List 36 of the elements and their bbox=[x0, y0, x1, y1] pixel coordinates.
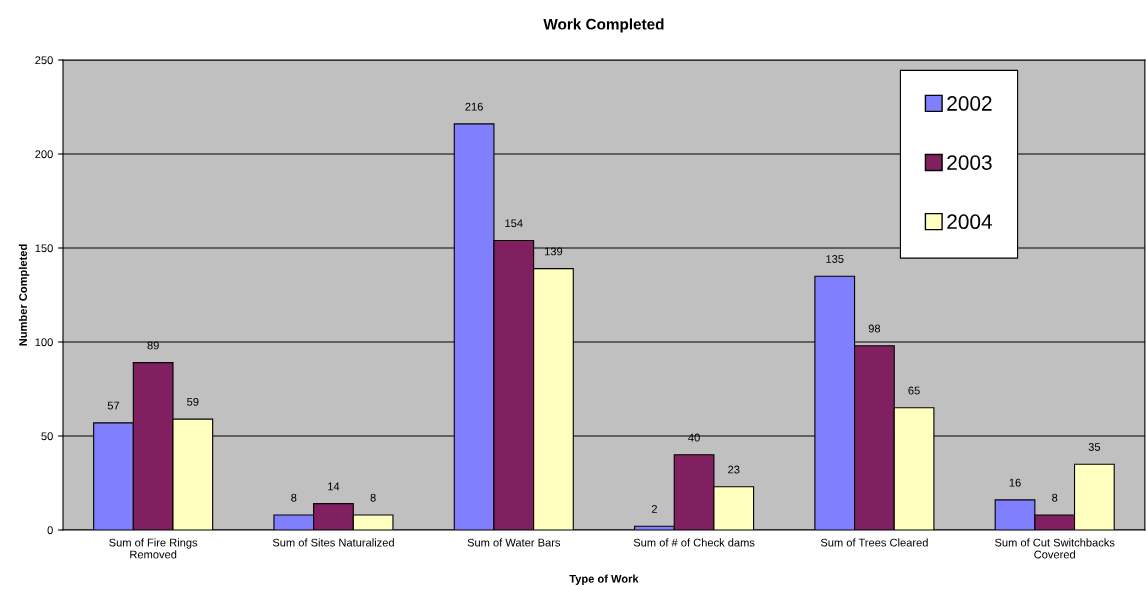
data-label: 8 bbox=[1052, 493, 1058, 502]
y-tick-label: 100 bbox=[35, 338, 53, 347]
legend-label: 2002 bbox=[947, 96, 992, 111]
y-tick-label: 150 bbox=[35, 244, 53, 253]
data-label: 57 bbox=[107, 401, 120, 410]
data-label: 2 bbox=[651, 505, 657, 513]
x-axis-title: Type of Work bbox=[569, 574, 639, 585]
data-label: 59 bbox=[187, 397, 199, 406]
data-label: 89 bbox=[147, 341, 159, 350]
data-label: 40 bbox=[688, 433, 700, 442]
data-label: 65 bbox=[908, 386, 920, 395]
y-axis-title: Number Completed bbox=[18, 244, 30, 346]
y-tick-label: 0 bbox=[47, 526, 53, 535]
y-tick-label: 200 bbox=[35, 150, 53, 159]
y-tick-label: 50 bbox=[41, 432, 53, 441]
data-label: 16 bbox=[1009, 478, 1021, 487]
data-label: 98 bbox=[868, 324, 881, 333]
data-label: 139 bbox=[545, 247, 563, 256]
data-label: 154 bbox=[505, 219, 523, 228]
data-label: 35 bbox=[1088, 443, 1101, 451]
legend-label: 2004 bbox=[947, 214, 992, 230]
x-tick-label: Sum of # of Check dams bbox=[633, 538, 755, 547]
data-label: 8 bbox=[370, 493, 376, 502]
x-tick-label: Sum of Cut Switchbacks Covered bbox=[995, 538, 1115, 559]
y-tick-label: 250 bbox=[35, 56, 53, 65]
data-label: 135 bbox=[826, 255, 844, 263]
chart-title: Work Completed bbox=[543, 18, 664, 33]
data-label: 23 bbox=[728, 465, 740, 474]
x-tick-label: Sum of Water Bars bbox=[467, 538, 561, 547]
x-tick-label: Sum of Sites Naturalized bbox=[272, 538, 394, 547]
data-label: 8 bbox=[291, 493, 297, 502]
data-label: 14 bbox=[328, 482, 340, 491]
legend-label: 2003 bbox=[947, 155, 992, 170]
x-tick-label: Sum of Fire Rings Removed bbox=[109, 538, 198, 559]
x-tick-label: Sum of Trees Cleared bbox=[820, 538, 928, 547]
data-label: 216 bbox=[465, 102, 483, 111]
